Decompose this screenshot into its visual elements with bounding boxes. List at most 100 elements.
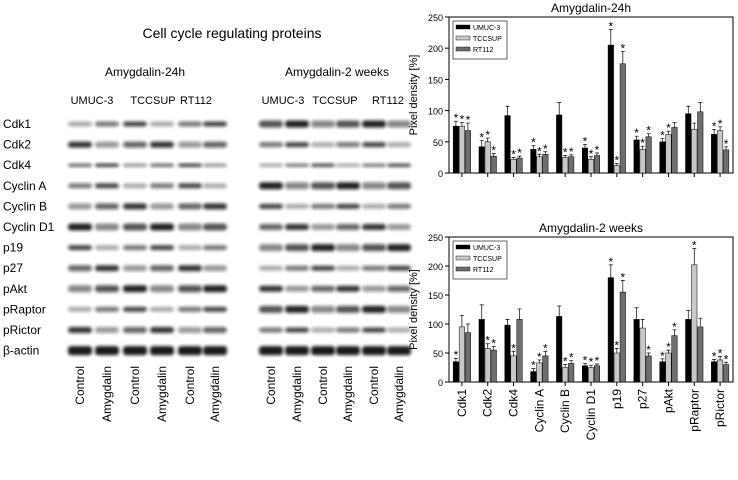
blot-band (387, 120, 411, 128)
bar (452, 361, 459, 383)
bar (723, 149, 730, 174)
blot-band (362, 346, 386, 356)
error-bar (465, 122, 470, 131)
error-bar (517, 155, 522, 159)
error-bar (608, 264, 613, 278)
bar (504, 115, 511, 174)
blot-band (178, 203, 202, 210)
significance-mark: * (595, 354, 600, 368)
error-bar (517, 308, 522, 320)
error-bar (660, 138, 665, 142)
significance-mark: * (634, 126, 639, 140)
bar (613, 352, 620, 383)
y-tick-label: 0 (438, 378, 443, 388)
blot-band (336, 346, 360, 356)
significance-mark: * (491, 144, 496, 158)
blot-band (311, 244, 335, 252)
error-bar (646, 352, 651, 356)
error-bar (491, 346, 496, 351)
blot-band (285, 182, 309, 190)
significance-mark: * (620, 271, 625, 285)
blot-band (203, 306, 227, 312)
error-bar (485, 137, 490, 142)
significance-mark: * (646, 124, 651, 138)
lane-label: Amygdalin (100, 366, 114, 422)
blot-band (285, 244, 309, 252)
blot-band (362, 305, 386, 313)
blot-band (123, 327, 147, 333)
blot-band (259, 305, 283, 313)
error-bar (724, 146, 729, 150)
bar (685, 319, 692, 383)
significance-mark: * (718, 117, 723, 131)
cell-line-label: TCCSUP (312, 95, 357, 107)
blot-band (336, 203, 360, 209)
significance-mark: * (660, 349, 665, 363)
bar (516, 319, 523, 383)
error-bar (505, 105, 510, 116)
significance-mark: * (712, 349, 717, 363)
protein-label: p27 (3, 261, 23, 275)
significance-mark: * (563, 146, 568, 160)
error-bar (569, 154, 574, 157)
protein-label: Cdk2 (3, 138, 31, 152)
blot-band (68, 306, 92, 312)
significance-mark: * (485, 334, 490, 348)
significance-mark: * (640, 136, 645, 150)
cell-line-label: TCCSUP (130, 95, 175, 107)
error-bar (537, 153, 542, 157)
blot-band (285, 305, 309, 313)
blot-band (95, 141, 119, 148)
blot-band (123, 306, 147, 312)
bar (556, 114, 563, 174)
y-tick-label: 50 (433, 138, 443, 148)
bar (717, 359, 724, 383)
error-bar (698, 102, 703, 112)
y-tick-label: 200 (428, 262, 443, 272)
blot-band (68, 327, 92, 333)
error-bar (563, 155, 568, 158)
significance-mark: * (491, 337, 496, 351)
bar (504, 324, 511, 383)
significance-mark: * (660, 129, 665, 143)
blot-band (178, 141, 202, 148)
significance-mark: * (543, 142, 548, 156)
significance-mark: * (724, 352, 729, 366)
blot-band (123, 265, 147, 272)
bar (633, 139, 640, 174)
bar (556, 316, 563, 383)
blot-band (311, 265, 335, 271)
bar (659, 141, 666, 174)
x-tick-label: Cdk4 (507, 389, 521, 417)
error-bar (531, 368, 536, 372)
blot-band (362, 120, 386, 128)
bar (619, 291, 626, 383)
cell-line-label: RT112 (372, 95, 404, 107)
blot-band (95, 163, 119, 167)
blot-band (150, 346, 174, 356)
error-bar (666, 130, 671, 135)
blot-band (123, 223, 147, 231)
blot-band (123, 183, 147, 189)
blot-band (387, 163, 411, 167)
bar (691, 129, 698, 174)
protein-label: pRictor (3, 323, 41, 337)
blot-band (336, 224, 360, 230)
blot-band (150, 163, 174, 167)
chart-title: Amygdalin-24h (551, 1, 631, 15)
blot-band (203, 285, 227, 293)
significance-mark: * (666, 121, 671, 135)
error-bar (537, 359, 542, 363)
blot-band (203, 163, 227, 167)
lane-label: Control (367, 366, 381, 405)
bar (562, 157, 569, 174)
error-bar (543, 350, 548, 356)
bar (536, 362, 543, 383)
error-bar (660, 358, 665, 362)
x-tick-label: Cdk2 (481, 389, 495, 417)
blot-band (150, 306, 174, 312)
significance-mark: * (614, 154, 619, 168)
blot-band (203, 183, 227, 189)
blot-band (336, 163, 360, 167)
